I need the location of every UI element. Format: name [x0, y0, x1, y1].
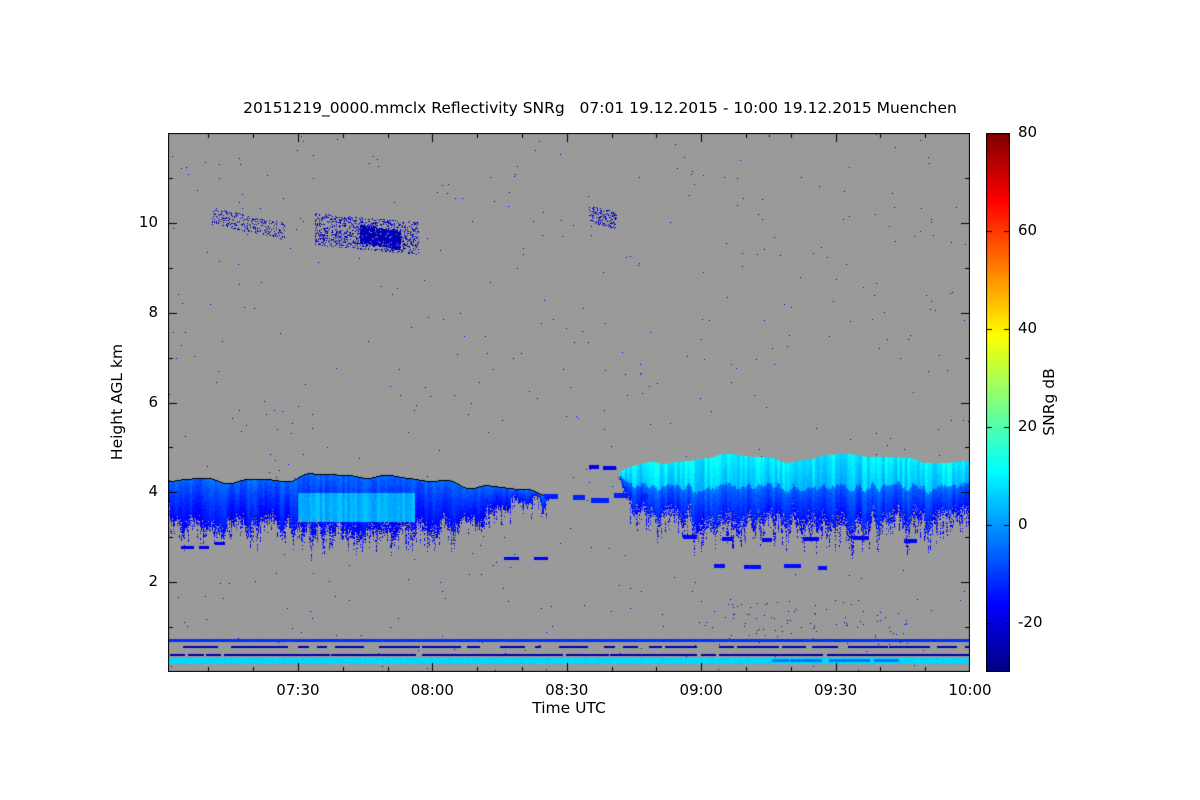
- y-tick-label: 6: [148, 392, 158, 411]
- y-tick-label: 2: [148, 572, 158, 591]
- y-tick-label: 4: [148, 482, 158, 501]
- x-tick-label: 07:30: [276, 681, 320, 699]
- colorbar-canvas: [986, 133, 1010, 672]
- colorbar-label: SNRg dB: [1040, 368, 1058, 436]
- plot-canvas: [168, 133, 970, 672]
- y-tick-label: 10: [138, 212, 158, 231]
- y-tick-label: 8: [148, 302, 158, 321]
- colorbar-tick-label: 60: [1018, 221, 1038, 239]
- colorbar-tick-label: 80: [1018, 123, 1038, 141]
- colorbar-tick-label: 20: [1018, 417, 1038, 435]
- x-tick-label: 10:00: [948, 681, 992, 699]
- plot-title: 20151219_0000.mmclx Reflectivity SNRg 07…: [243, 99, 957, 117]
- colorbar-tick-label: -20: [1018, 613, 1043, 631]
- x-tick-label: 09:00: [679, 681, 723, 699]
- x-tick-label: 08:30: [545, 681, 589, 699]
- x-axis-label: Time UTC: [532, 699, 606, 717]
- colorbar-tick-label: 40: [1018, 319, 1038, 337]
- colorbar-tick-label: 0: [1018, 515, 1028, 533]
- x-tick-label: 09:30: [813, 681, 858, 699]
- x-tick-label: 08:00: [410, 681, 454, 699]
